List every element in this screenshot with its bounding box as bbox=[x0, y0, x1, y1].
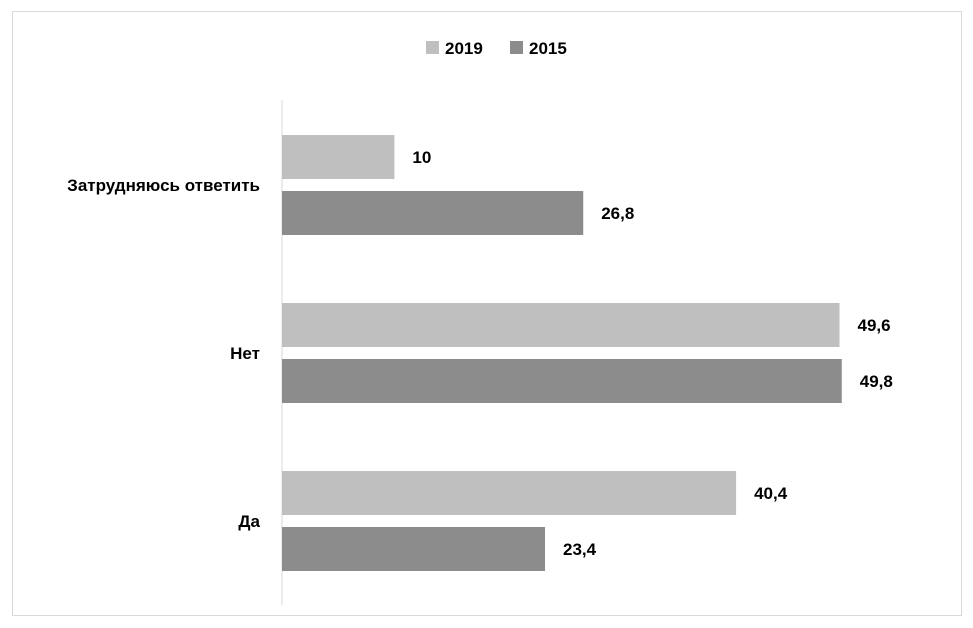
bar-2019-0 bbox=[282, 135, 395, 179]
legend-label-2019: 2019 bbox=[445, 39, 483, 58]
legend-swatch-2015 bbox=[510, 41, 523, 54]
bars-group bbox=[282, 135, 842, 571]
bar-2019-1 bbox=[282, 303, 840, 347]
data-label-2015-2: 23,4 bbox=[563, 540, 597, 559]
category-label-2: Да bbox=[238, 512, 260, 531]
category-label-0: Затрудняюсь ответить bbox=[67, 176, 260, 195]
bar-2015-2 bbox=[282, 527, 546, 571]
category-label-1: Нет bbox=[230, 344, 260, 363]
bar-2015-0 bbox=[282, 191, 584, 235]
data-labels: 10 26,8 49,6 49,8 40,4 23,4 bbox=[412, 148, 892, 559]
legend-label-2015: 2015 bbox=[529, 39, 567, 58]
category-labels: Затрудняюсь ответить Нет Да bbox=[67, 176, 260, 531]
bar-2019-2 bbox=[282, 471, 737, 515]
data-label-2015-0: 26,8 bbox=[601, 204, 634, 223]
legend-swatch-2019 bbox=[426, 41, 439, 54]
data-label-2019-1: 49,6 bbox=[858, 316, 891, 335]
data-label-2019-0: 10 bbox=[412, 148, 431, 167]
legend: 2019 2015 bbox=[426, 39, 567, 58]
bar-2015-1 bbox=[282, 359, 842, 403]
data-label-2015-1: 49,8 bbox=[860, 372, 893, 391]
data-label-2019-2: 40,4 bbox=[754, 484, 788, 503]
